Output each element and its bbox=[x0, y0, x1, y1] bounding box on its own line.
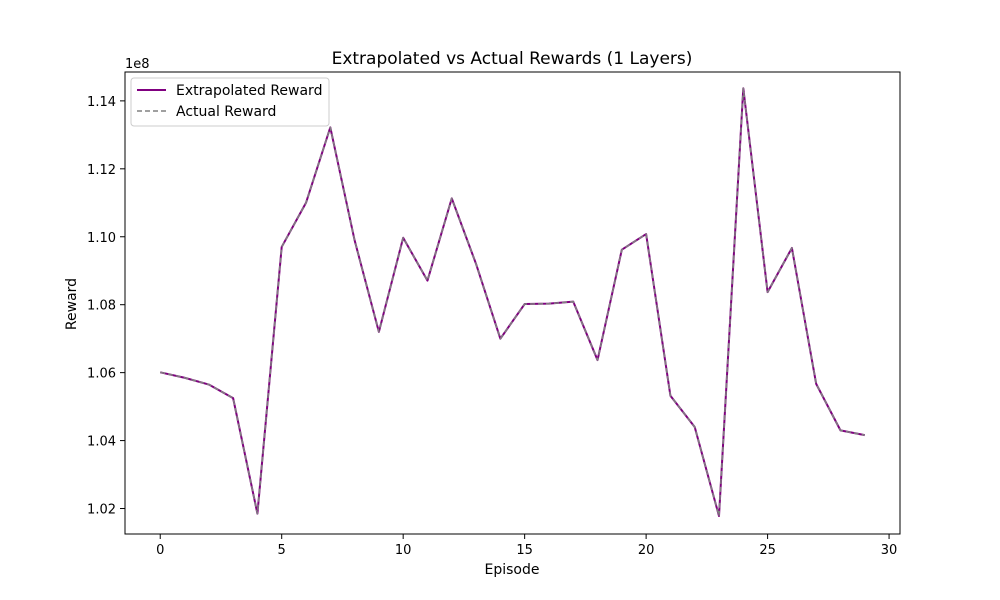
legend-label-extrapolated: Extrapolated Reward bbox=[176, 83, 322, 99]
y-tick-label: 1.12 bbox=[87, 163, 116, 178]
legend: Extrapolated Reward Actual Reward bbox=[130, 77, 330, 127]
x-axis-label: Episode bbox=[485, 562, 540, 578]
legend-box bbox=[130, 77, 330, 127]
series-layer bbox=[160, 87, 865, 517]
y-tick-label: 1.02 bbox=[87, 503, 116, 518]
series-line-actual bbox=[160, 87, 865, 517]
x-tick-label: 15 bbox=[516, 543, 533, 558]
y-tick-label: 1.04 bbox=[87, 435, 116, 450]
x-tick-label: 0 bbox=[156, 543, 164, 558]
x-tick-label: 20 bbox=[638, 543, 655, 558]
y-tick-label: 1.10 bbox=[87, 231, 116, 246]
y-tick-label: 1.14 bbox=[87, 95, 116, 110]
plot-frame bbox=[124, 71, 901, 535]
axis-ticks: 0 5 10 15 20 25 30 1.02 1.04 1.06 1.08 1.10 1.12 1.14 bbox=[87, 95, 897, 558]
x-tick-label: 25 bbox=[759, 543, 776, 558]
series-line-extrapolated bbox=[160, 87, 865, 517]
x-tick-label: 30 bbox=[881, 543, 898, 558]
x-tick-label: 5 bbox=[278, 543, 286, 558]
y-tick-label: 1.08 bbox=[87, 299, 116, 314]
legend-label-actual: Actual Reward bbox=[176, 104, 276, 120]
y-multiplier-label: 1e8 bbox=[125, 57, 150, 72]
x-tick-label: 10 bbox=[395, 543, 412, 558]
chart-title: Extrapolated vs Actual Rewards (1 Layers… bbox=[332, 49, 693, 69]
y-tick-label: 1.06 bbox=[87, 367, 116, 382]
y-axis-label: Reward bbox=[64, 278, 80, 330]
